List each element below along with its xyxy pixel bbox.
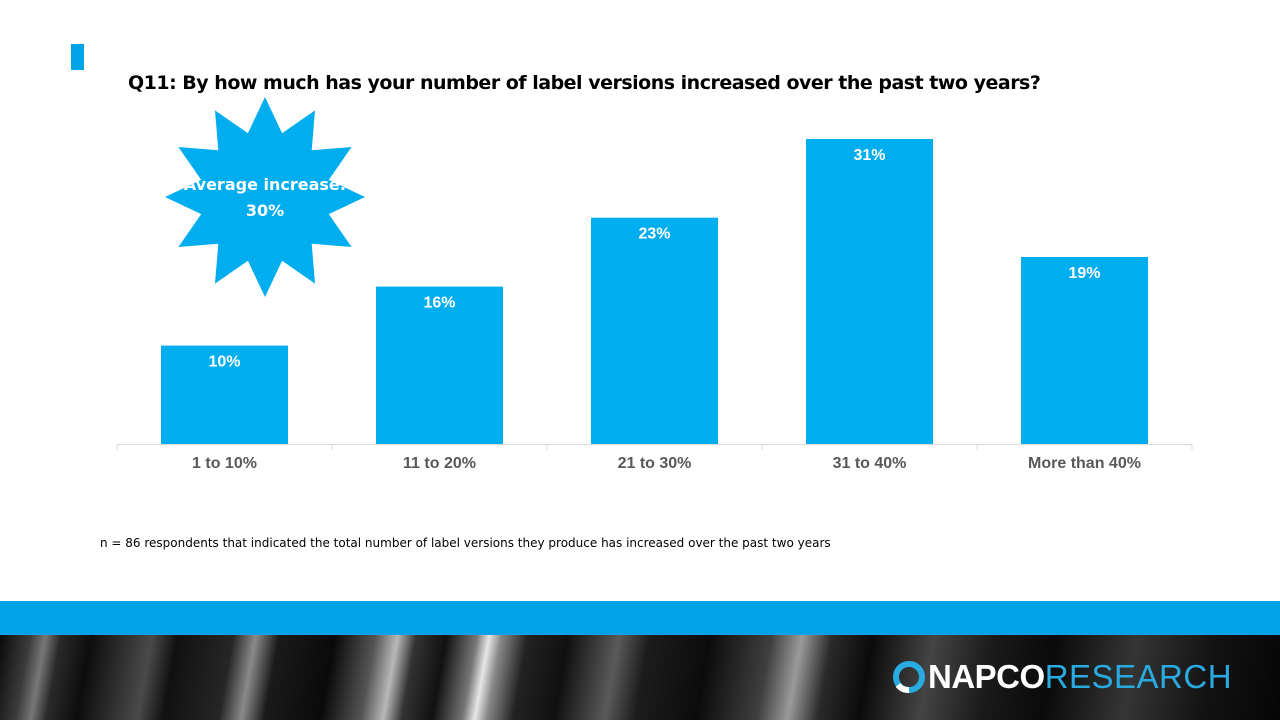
x-tick-label: 21 to 30% [618, 455, 692, 472]
bar-4 [806, 139, 933, 444]
x-tick-label: 31 to 40% [833, 455, 907, 472]
slide-title: Q11: By how much has your number of labe… [128, 72, 1041, 94]
average-increase-callout-text: Average increase: 30% [158, 172, 372, 224]
x-tick-label: 1 to 10% [192, 455, 257, 472]
starburst-shape [165, 97, 365, 297]
logo-word-napco: NAPCO [928, 658, 1045, 695]
logo-ring-icon [893, 661, 925, 693]
callout-line-1: Average increase: [183, 175, 347, 194]
footnote: n = 86 respondents that indicated the to… [100, 536, 831, 550]
x-tick-label: 11 to 20% [403, 455, 476, 472]
footer-blue-band [0, 601, 1280, 635]
bar-value-label: 23% [638, 226, 670, 243]
bar-1 [161, 345, 288, 444]
bars: 10% 16% 23% 31% 19% [161, 139, 1148, 444]
bar-chart: 10% 16% 23% 31% 19% 1 to 10% 11 to 20% 21 to 3… [116, 97, 1193, 472]
logo-word-research: RESEARCH [1044, 658, 1233, 695]
bar-value-label: 31% [853, 147, 885, 164]
bar-value-label: 19% [1068, 265, 1100, 282]
x-tick-label: More than 40% [1028, 455, 1141, 472]
bar-3 [591, 217, 718, 444]
accent-tab [71, 44, 84, 70]
footer-metal-background [0, 635, 1280, 720]
bar-value-label: 10% [208, 354, 240, 371]
callout-line-2: 30% [245, 201, 285, 220]
bar-value-label: 16% [423, 295, 455, 312]
napco-research-logo: NAPCO RESEARCH [892, 655, 1232, 699]
bar-5 [1021, 257, 1148, 444]
starburst-callout [165, 97, 365, 297]
bar-2 [376, 286, 503, 444]
x-axis: 1 to 10% 11 to 20% 21 to 30% 31 to 40% More … [116, 444, 1193, 472]
